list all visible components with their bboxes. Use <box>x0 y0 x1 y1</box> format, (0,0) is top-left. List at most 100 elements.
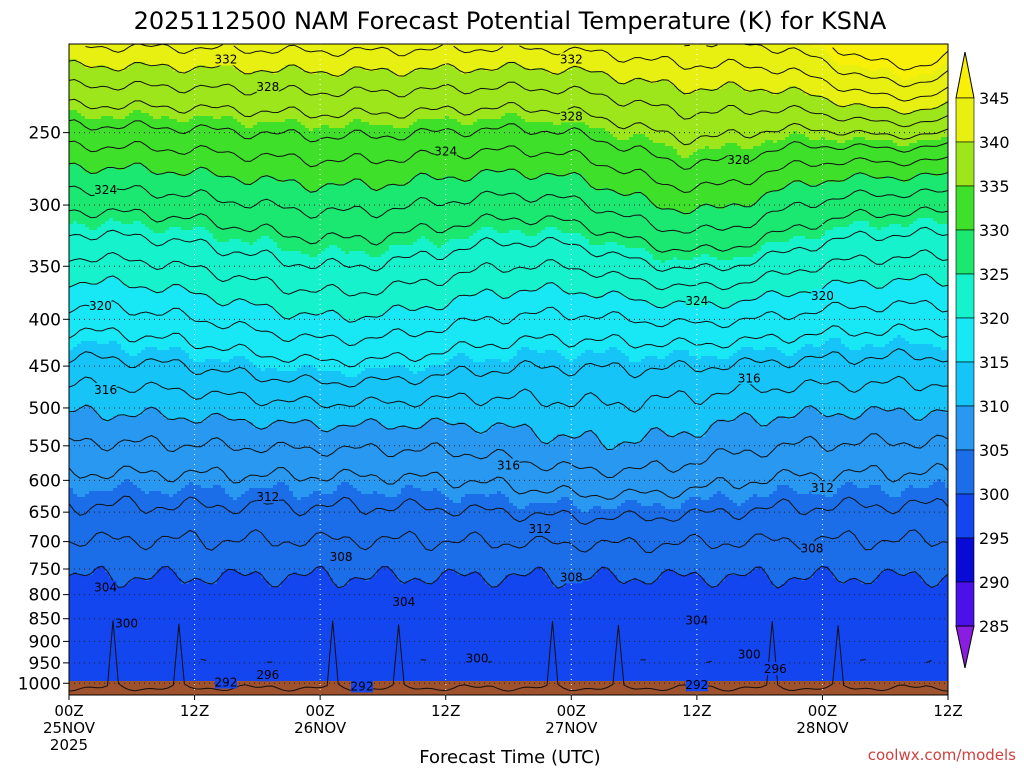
fill-cell <box>89 650 94 654</box>
fill-cell <box>69 128 74 132</box>
fill-cell <box>85 167 90 171</box>
fill-cell <box>97 293 102 297</box>
fill-cell <box>157 677 162 681</box>
fill-cell <box>81 452 86 456</box>
fill-cell <box>125 329 130 333</box>
fill-cell <box>69 638 74 642</box>
fill-cell <box>97 347 102 351</box>
fill-cell <box>141 179 146 183</box>
fill-cell <box>149 122 154 126</box>
fill-cell <box>69 572 74 576</box>
fill-cell <box>101 452 106 456</box>
fill-cell <box>141 401 146 405</box>
fill-cell <box>133 62 138 66</box>
fill-cell <box>157 56 162 60</box>
fill-cell <box>117 551 122 555</box>
fill-cell <box>153 674 158 678</box>
fill-cell <box>73 590 78 594</box>
fill-cell <box>89 53 94 57</box>
fill-cell <box>149 401 154 405</box>
fill-cell <box>93 671 98 675</box>
fill-cell <box>85 98 90 102</box>
fill-cell <box>141 131 146 135</box>
fill-cell <box>109 527 114 531</box>
fill-cell <box>73 92 78 96</box>
fill-cell <box>145 452 150 456</box>
fill-cell <box>145 221 150 225</box>
fill-cell <box>141 95 146 99</box>
fill-cell <box>125 95 130 99</box>
fill-cell <box>121 548 126 552</box>
fill-cell <box>157 242 162 246</box>
fill-cell <box>133 413 138 417</box>
fill-cell <box>85 383 90 387</box>
fill-cell <box>149 83 154 87</box>
fill-cell <box>105 107 110 111</box>
fill-cell <box>69 593 74 597</box>
fill-cell <box>81 368 86 372</box>
fill-cell <box>129 557 134 561</box>
fill-cell <box>157 350 162 354</box>
fill-cell <box>73 389 78 393</box>
fill-cell <box>125 245 130 249</box>
fill-cell <box>117 608 122 612</box>
fill-cell <box>89 407 94 411</box>
fill-cell <box>141 443 146 447</box>
fill-cell <box>141 434 146 438</box>
fill-cell <box>85 68 90 72</box>
fill-cell <box>145 437 150 441</box>
fill-cell <box>149 68 154 72</box>
fill-cell <box>85 428 90 432</box>
fill-cell <box>101 632 106 636</box>
fill-cell <box>133 446 138 450</box>
fill-cell <box>69 149 74 153</box>
fill-cell <box>81 236 86 240</box>
fill-cell <box>153 65 158 69</box>
fill-cell <box>121 344 126 348</box>
fill-cell <box>93 605 98 609</box>
fill-cell <box>137 614 142 618</box>
fill-cell <box>69 95 74 99</box>
fill-cell <box>109 284 114 288</box>
fill-cell <box>109 416 114 420</box>
fill-cell <box>89 614 94 618</box>
fill-cell <box>77 596 82 600</box>
fill-cell <box>113 530 118 534</box>
fill-cell <box>85 575 90 579</box>
fill-cell <box>81 533 86 537</box>
fill-cell <box>101 464 106 468</box>
fill-cell <box>93 218 98 222</box>
fill-cell <box>125 491 130 495</box>
fill-cell <box>97 374 102 378</box>
fill-cell <box>85 446 90 450</box>
fill-cell <box>73 284 78 288</box>
fill-cell <box>69 500 74 504</box>
fill-cell <box>137 230 142 234</box>
fill-cell <box>153 392 158 396</box>
fill-cell <box>157 437 162 441</box>
fill-cell <box>69 629 74 633</box>
fill-cell <box>141 299 146 303</box>
fill-cell <box>157 560 162 564</box>
fill-cell <box>85 95 90 99</box>
fill-cell <box>153 77 158 81</box>
fill-cell <box>109 272 114 276</box>
fill-cell <box>69 677 74 681</box>
fill-cell <box>89 662 94 666</box>
fill-cell <box>153 179 158 183</box>
fill-cell <box>97 671 102 675</box>
fill-cell <box>145 122 150 126</box>
fill-cell <box>145 272 150 276</box>
fill-cell <box>109 107 114 111</box>
fill-cell <box>125 44 130 48</box>
fill-cell <box>81 485 86 489</box>
fill-cell <box>81 512 86 516</box>
fill-cell <box>89 62 94 66</box>
fill-cell <box>73 467 78 471</box>
fill-cell <box>89 587 94 591</box>
fill-cell <box>113 437 118 441</box>
fill-cell <box>73 659 78 663</box>
fill-cell <box>117 233 122 237</box>
fill-cell <box>73 566 78 570</box>
fill-cell <box>81 143 86 147</box>
